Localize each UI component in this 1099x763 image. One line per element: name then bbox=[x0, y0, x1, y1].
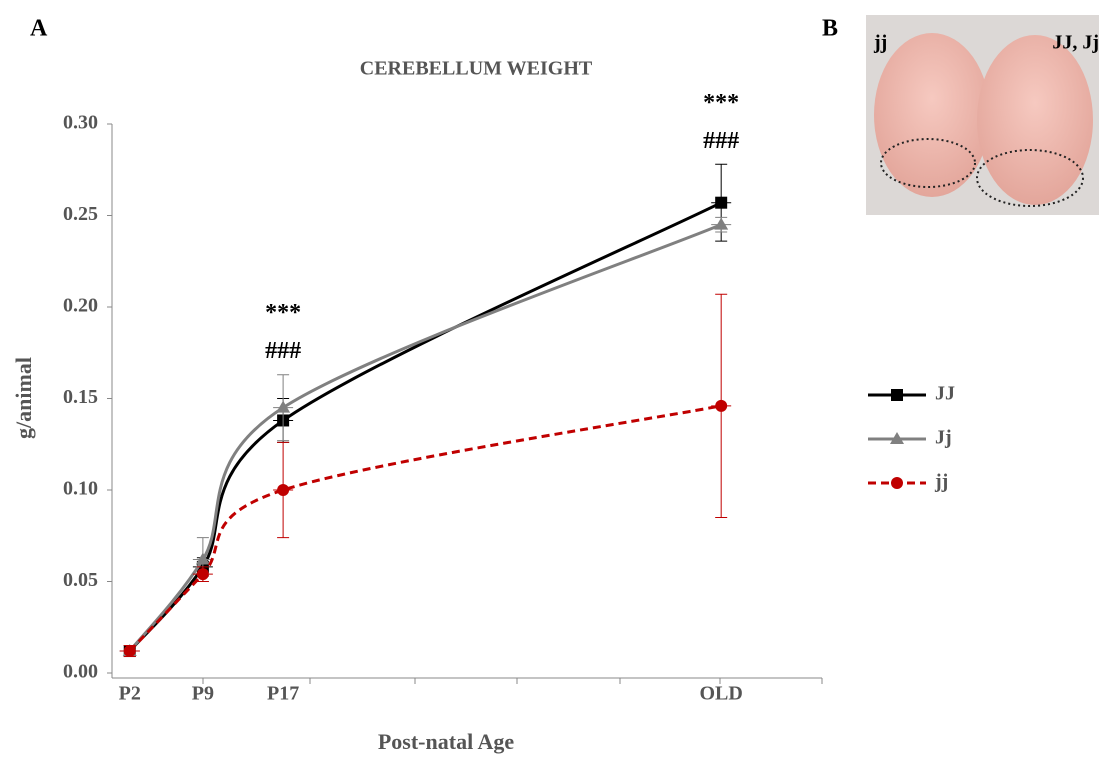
y-tick-label: 0.30 bbox=[63, 112, 98, 134]
y-tick-label: 0.10 bbox=[63, 478, 98, 500]
x-axis-label: Post-natal Age bbox=[378, 729, 515, 754]
panel-label: B bbox=[822, 16, 838, 42]
marker bbox=[891, 389, 903, 401]
marker bbox=[276, 401, 290, 413]
y-axis-label: g/animal bbox=[11, 357, 36, 439]
x-tick-label: P9 bbox=[192, 683, 214, 705]
photo: jj JJ, Jj bbox=[866, 15, 1099, 215]
panel-label: A bbox=[30, 16, 48, 42]
y-tick-label: 0.20 bbox=[63, 295, 98, 317]
marker bbox=[277, 484, 289, 496]
y-tick-label: 0.25 bbox=[63, 203, 98, 225]
x-tick-label: P2 bbox=[119, 683, 141, 705]
legend-label: Jj bbox=[935, 427, 952, 449]
photo-label: jj bbox=[873, 32, 887, 54]
series-line bbox=[130, 406, 721, 651]
y-tick-label: 0.00 bbox=[63, 661, 98, 683]
brain bbox=[977, 35, 1093, 205]
marker bbox=[124, 645, 136, 657]
marker bbox=[714, 218, 728, 230]
annotation: *** bbox=[703, 90, 739, 116]
chart-title: CEREBELLUM WEIGHT bbox=[360, 58, 593, 80]
annotation: ### bbox=[265, 338, 301, 364]
y-tick-label: 0.15 bbox=[63, 386, 98, 408]
series-line bbox=[130, 225, 721, 651]
x-tick-label: P17 bbox=[267, 683, 299, 705]
y-tick-label: 0.05 bbox=[63, 569, 98, 591]
marker bbox=[891, 477, 903, 489]
marker bbox=[715, 197, 727, 209]
legend-label: jj bbox=[934, 471, 948, 493]
annotation: ### bbox=[703, 128, 739, 154]
series-line bbox=[130, 203, 721, 651]
x-tick-label: OLD bbox=[700, 683, 743, 705]
figure: A CEREBELLUM WEIGHT Post-natal Age g/ani… bbox=[0, 0, 1099, 758]
brain bbox=[874, 33, 990, 197]
photo-label: JJ, Jj bbox=[1052, 32, 1099, 54]
annotation: *** bbox=[265, 300, 301, 326]
marker bbox=[715, 400, 727, 412]
legend-label: JJ bbox=[935, 383, 955, 405]
marker bbox=[197, 568, 209, 580]
